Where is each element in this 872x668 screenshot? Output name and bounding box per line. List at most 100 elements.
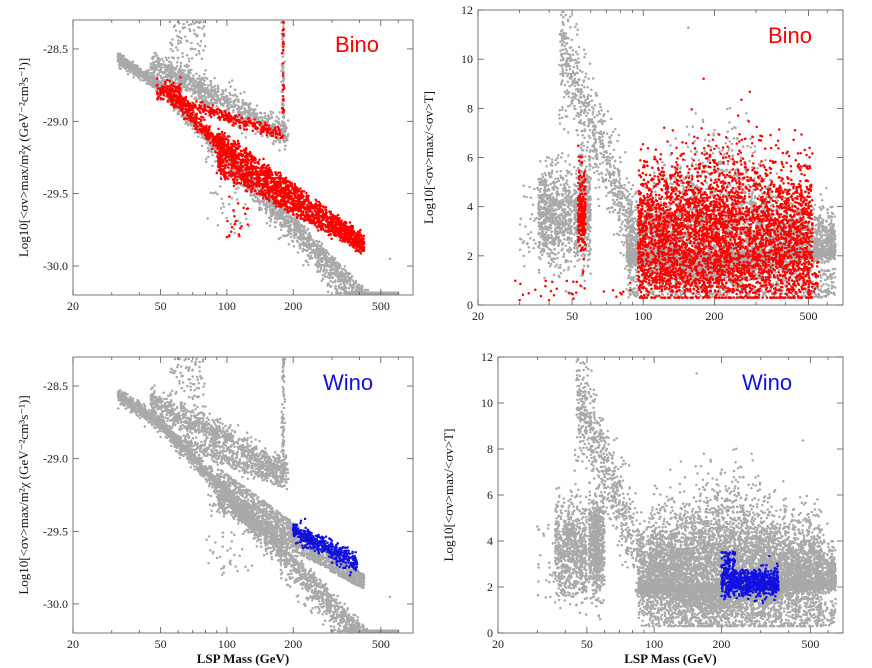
data-point [279,236,282,239]
data-point [324,275,327,278]
data-point [129,63,132,66]
data-point [138,70,141,73]
data-point [339,292,342,295]
data-point [348,287,351,290]
data-point [211,151,214,154]
data-point [125,64,128,67]
data-point [302,264,305,267]
data-point [192,74,195,77]
data-point [162,60,165,63]
data-point [302,248,305,251]
data-point [292,229,295,232]
data-point [330,267,333,270]
data-point [270,218,273,221]
data-point [143,79,146,82]
data-point [344,280,347,283]
data-point [317,269,320,272]
figure: 20 50 100 200 500-28.5-29.0-29.5-30.0BinoLog… [0,0,872,668]
data-point [140,74,143,77]
data-point [287,133,290,136]
data-point [257,199,260,202]
data-point [322,249,325,252]
data-point [324,256,327,259]
data-point [306,238,309,241]
data-point [119,64,122,67]
data-point [293,245,296,248]
data-point [287,225,290,228]
data-point [263,112,266,115]
data-point [253,114,256,117]
data-point [254,108,256,111]
data-point [252,200,255,203]
data-point [207,147,210,150]
data-point [299,233,302,236]
data-point [128,70,131,73]
data-point [234,89,237,92]
data-point [257,131,260,134]
data-point [289,230,292,233]
data-point [150,72,153,75]
data-point [162,72,165,75]
data-point [309,236,312,239]
data-point [229,97,232,100]
data-point [305,259,308,262]
data-point [282,216,285,219]
data-point [332,261,335,264]
data-point [335,262,338,265]
data-point [338,287,341,290]
data-point [266,222,269,225]
data-point [213,98,216,101]
data-point [145,78,148,81]
data-point [210,92,213,95]
data-point [346,291,349,294]
data-point [316,261,319,264]
data-point [341,288,344,291]
data-point [289,224,292,227]
data-point [254,132,257,135]
data-point [243,91,246,94]
data-point [217,84,220,87]
data-point [302,234,305,237]
data-point [290,219,293,222]
data-point [326,251,329,254]
data-point [136,66,139,69]
data-point [239,92,242,95]
data-point [122,60,125,63]
series-all-models [117,21,400,295]
data-point [270,211,273,214]
data-point [126,70,128,73]
data-point [315,264,318,267]
data-point [281,210,284,213]
data-point [318,248,321,251]
data-point [231,104,234,107]
data-point [184,74,187,77]
data-point [309,255,312,258]
data-point [334,279,337,282]
data-point [120,55,123,58]
data-point [344,265,347,268]
data-point [358,284,361,287]
data-point [229,85,232,88]
data-point [324,265,327,268]
data-point [299,236,302,239]
data-point [215,93,218,96]
data-point [332,281,335,284]
data-point [308,244,311,247]
data-point [245,136,248,139]
data-point [145,72,148,75]
data-point [339,264,342,267]
data-point [241,105,244,108]
data-point [346,282,349,285]
data-point [337,280,340,283]
data-point [348,273,351,276]
data-point [126,61,129,64]
data-point [329,285,332,288]
data-point [190,95,193,98]
data-point [135,64,138,67]
data-point [319,258,322,261]
data-point [273,208,276,211]
data-point [297,227,300,230]
data-point [270,205,273,208]
data-point [266,202,269,205]
data-point [363,292,366,295]
